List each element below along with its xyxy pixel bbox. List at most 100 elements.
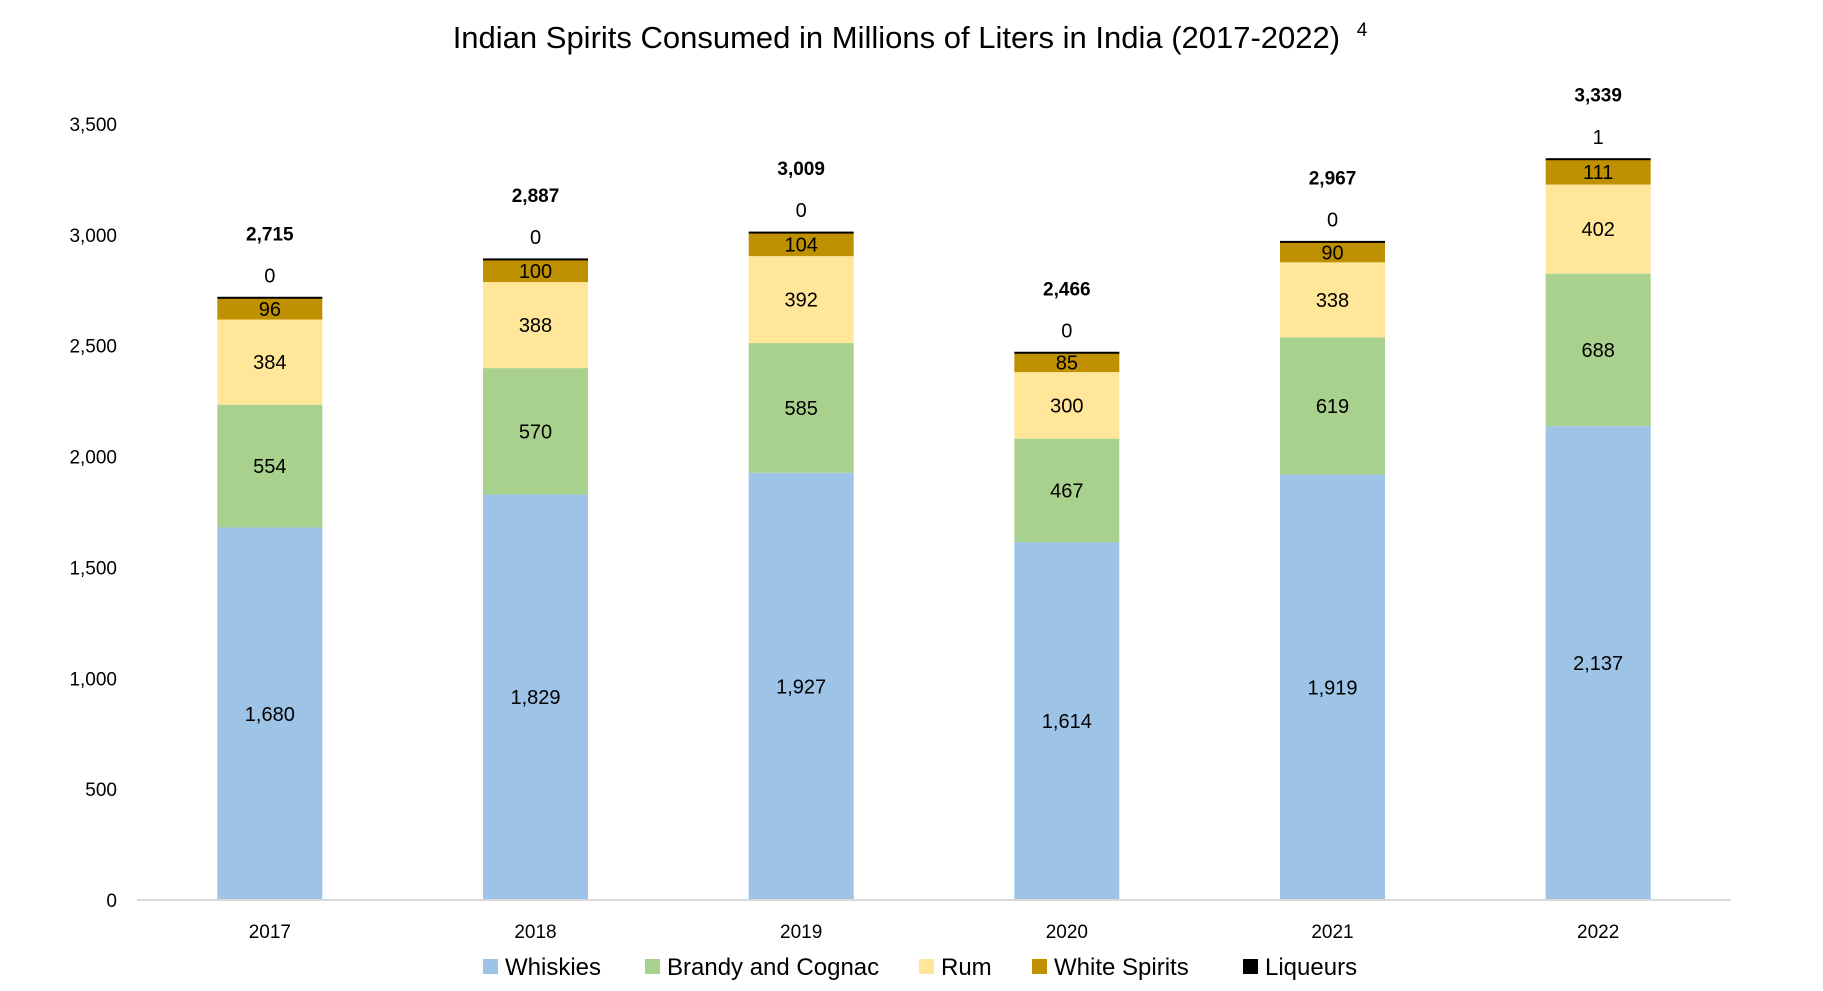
bar-segment-rum [1280,262,1385,338]
total-label: 3,009 [777,159,825,180]
legend: Whiskies Brandy and Cognac Rum White Spirit… [483,954,1357,981]
data-label: 1,614 [1042,711,1092,733]
data-label: 96 [259,299,281,321]
bar-segment-liqueurs [1280,240,1385,243]
data-label: 619 [1316,396,1349,418]
data-label: 90 [1321,242,1343,264]
legend-label: Rum [941,954,992,981]
data-label: 402 [1581,219,1614,241]
legend-label: Liqueurs [1265,954,1357,981]
data-label: 384 [253,352,286,374]
bar-group-2018: 1,829 570 388 100 0 2,887 [483,186,588,900]
data-label: 467 [1050,480,1083,502]
bar-segment-rum [217,319,323,405]
data-label: 1,927 [776,676,826,698]
legend-swatch [919,959,934,974]
x-tick-label: 2019 [780,922,822,943]
legend-swatch [1243,959,1258,974]
y-tick-label: 2,000 [69,448,117,469]
bar-segment-brandy-and-cognac [1545,273,1651,427]
bar-segment-rum [483,282,588,369]
bar-segment-brandy-and-cognac [1280,337,1385,475]
bar-segment-brandy-and-cognac [217,404,323,528]
x-tick-label: 2020 [1046,922,1088,943]
y-axis: 0 500 1,000 1,500 2,000 2,500 3,000 3,500 [69,115,117,912]
data-label: 85 [1056,353,1078,375]
total-label: 2,967 [1309,168,1357,189]
bar-segment-liqueurs [217,296,323,299]
data-label: 0 [1327,209,1338,231]
data-label: 1,680 [245,704,295,726]
bar-group-2019: 1,927 585 392 104 0 3,009 [748,159,854,900]
legend-item-brandy-and-cognac: Brandy and Cognac [645,954,879,981]
bar-group-2017: 1,680 554 384 96 0 2,715 [217,224,323,900]
bar-group-2021: 1,919 619 338 90 0 2,967 [1280,168,1385,900]
bars: 1,6805543849602,7151,82957038810002,8871… [217,86,1651,900]
data-label: 392 [784,290,817,312]
total-label: 2,466 [1043,279,1091,300]
bar-segment-white-spirits [1545,159,1651,185]
legend-item-liqueurs: Liqueurs [1243,954,1357,981]
bar-segment-liqueurs [1014,351,1120,354]
data-label: 104 [784,235,817,257]
bar-segment-rum [748,256,854,344]
y-tick-label: 3,000 [69,226,117,247]
bar-segment-rum [1545,184,1651,274]
bar-segment-liqueurs [483,258,588,261]
data-label: 1,919 [1307,677,1357,699]
bar-segment-brandy-and-cognac [483,368,588,495]
x-axis: 2017 2018 2019 2020 2021 2022 [249,922,1620,943]
x-tick-label: 2021 [1311,922,1353,943]
data-label: 0 [796,200,807,222]
data-label: 1 [1593,127,1604,149]
bar-segment-whiskies [748,472,854,900]
chart-title: Indian Spirits Consumed in Millions of L… [453,20,1368,55]
x-tick-label: 2022 [1577,922,1619,943]
data-label: 585 [784,398,817,420]
data-label: 2,137 [1573,653,1623,675]
bar-segment-rum [1014,372,1120,439]
y-tick-label: 500 [85,780,117,801]
data-label: 100 [519,261,552,283]
data-label: 111 [1583,162,1613,184]
legend-swatch [1032,959,1047,974]
bar-segment-whiskies [1545,426,1651,900]
x-tick-label: 2017 [249,922,291,943]
x-tick-label: 2018 [514,922,556,943]
legend-label: Whiskies [505,954,601,981]
chart-title-text: Indian Spirits Consumed in Millions of L… [453,20,1340,55]
data-label: 0 [264,265,275,287]
y-tick-label: 3,500 [69,115,117,136]
legend-item-rum: Rum [919,954,992,981]
bar-segment-whiskies [217,527,323,900]
legend-label: Brandy and Cognac [667,954,879,981]
total-label: 3,339 [1574,86,1622,107]
data-label: 554 [253,456,286,478]
legend-item-whiskies: Whiskies [483,954,601,981]
data-label: 338 [1316,290,1349,312]
bar-segment-whiskies [1280,474,1385,900]
legend-label: White Spirits [1054,954,1189,981]
data-label: 0 [1061,320,1072,342]
bar-segment-white-spirits [483,259,588,283]
data-label: 0 [530,227,541,249]
total-label: 2,715 [246,224,294,245]
bar-segment-liqueurs [748,231,854,234]
bar-segment-white-spirits [1014,353,1120,373]
y-tick-label: 1,500 [69,558,117,579]
y-tick-label: 0 [106,891,117,912]
data-label: 570 [519,421,552,443]
bar-segment-brandy-and-cognac [748,343,854,473]
y-tick-label: 2,500 [69,337,117,358]
bar-segment-brandy-and-cognac [1014,438,1120,543]
bar-segment-white-spirits [1280,242,1385,263]
bar-group-2020: 1,614 467 300 85 0 2,466 [1014,279,1120,900]
bar-segment-whiskies [1014,542,1120,900]
data-label: 388 [519,315,552,337]
legend-item-white-spirits: White Spirits [1032,954,1189,981]
legend-swatch [645,959,660,974]
bar-segment-whiskies [483,494,588,900]
data-label: 688 [1581,340,1614,362]
